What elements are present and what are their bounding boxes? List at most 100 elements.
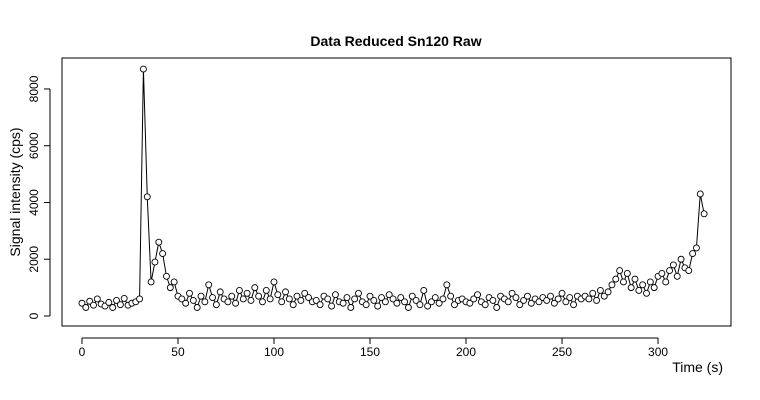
plot-frame <box>61 57 732 327</box>
data-point <box>639 281 647 289</box>
data-point <box>604 288 612 296</box>
data-point <box>489 296 497 304</box>
data-point <box>408 292 416 300</box>
data-point <box>151 258 159 266</box>
data-point <box>646 278 654 286</box>
data-point <box>312 296 320 304</box>
data-point <box>155 238 163 246</box>
data-point <box>297 296 305 304</box>
data-point <box>316 301 324 309</box>
data-point <box>247 296 255 304</box>
data-point <box>163 272 170 280</box>
data-point <box>631 275 639 283</box>
data-point <box>424 302 432 310</box>
data-point <box>643 289 650 297</box>
data-point <box>616 267 624 275</box>
data-point <box>362 301 370 309</box>
data-point <box>650 284 658 292</box>
data-point <box>412 296 420 304</box>
data-point <box>366 292 374 300</box>
x-tick-label: 200 <box>456 345 476 359</box>
y-tick-label: 8000 <box>27 75 41 102</box>
data-point <box>251 284 259 292</box>
data-point <box>389 295 397 303</box>
data-point <box>596 287 604 294</box>
data-point <box>700 210 708 218</box>
y-tick-label: 0 <box>27 312 41 319</box>
data-point <box>212 301 220 309</box>
data-point <box>113 296 120 304</box>
data-point <box>550 299 558 307</box>
data-point <box>435 299 443 307</box>
data-point <box>170 278 178 286</box>
data-point <box>470 295 478 303</box>
x-tick-label: 50 <box>171 345 185 359</box>
data-point <box>620 278 627 286</box>
data-point <box>116 301 124 309</box>
data-point <box>535 298 543 306</box>
data-point <box>216 288 224 296</box>
x-tick-label: 150 <box>360 345 380 359</box>
data-point <box>524 292 531 300</box>
data-point <box>600 292 608 300</box>
x-axis-label: Time (s) <box>672 359 723 375</box>
x-tick-label: 300 <box>648 345 668 359</box>
data-point <box>508 289 516 297</box>
data-point <box>481 301 489 309</box>
data-point <box>474 291 481 299</box>
data-point <box>381 298 389 306</box>
data-point <box>504 298 512 306</box>
data-point <box>547 292 554 300</box>
data-point <box>78 299 86 307</box>
data-point <box>243 289 251 297</box>
data-point <box>166 284 174 292</box>
data-point <box>570 301 577 309</box>
x-tick-label: 250 <box>552 345 572 359</box>
data-point <box>696 190 704 198</box>
data-point <box>608 281 616 289</box>
data-point <box>82 304 90 311</box>
y-tick-label: 2000 <box>27 246 41 273</box>
data-point <box>466 299 474 307</box>
data-point <box>692 244 700 252</box>
x-tick-label: 100 <box>264 345 284 359</box>
data-point <box>351 295 359 303</box>
data-point <box>347 304 355 311</box>
data-point <box>516 301 524 309</box>
data-point <box>266 295 274 303</box>
data-point <box>262 287 270 294</box>
data-point <box>685 267 693 275</box>
data-point <box>305 294 313 302</box>
data-point <box>520 296 528 304</box>
data-point <box>589 289 597 297</box>
data-point <box>666 267 674 275</box>
data-point <box>669 261 677 269</box>
data-point <box>635 287 643 294</box>
data-point <box>562 298 570 306</box>
data-point <box>136 295 144 303</box>
data-point <box>401 298 409 306</box>
data-point <box>612 275 620 283</box>
data-point <box>404 304 412 311</box>
data-point <box>228 292 236 300</box>
data-point <box>209 294 216 302</box>
data-point <box>420 287 428 294</box>
data-point <box>324 295 332 303</box>
data-point <box>627 284 635 292</box>
data-point <box>197 292 205 300</box>
chart-title: Data Reduced Sn120 Raw <box>310 33 481 49</box>
data-point <box>301 289 309 297</box>
data-point <box>270 278 278 286</box>
y-axis-label: Signal intensity (cps) <box>7 127 23 256</box>
data-point <box>416 301 424 309</box>
data-point <box>235 287 243 294</box>
data-point <box>427 298 435 306</box>
y-tick-label: 6000 <box>27 132 41 159</box>
data-point <box>328 302 336 310</box>
data-point <box>232 299 240 307</box>
data-point <box>189 296 197 304</box>
data-point <box>673 272 681 280</box>
data-point <box>689 250 697 258</box>
data-point <box>201 298 209 306</box>
